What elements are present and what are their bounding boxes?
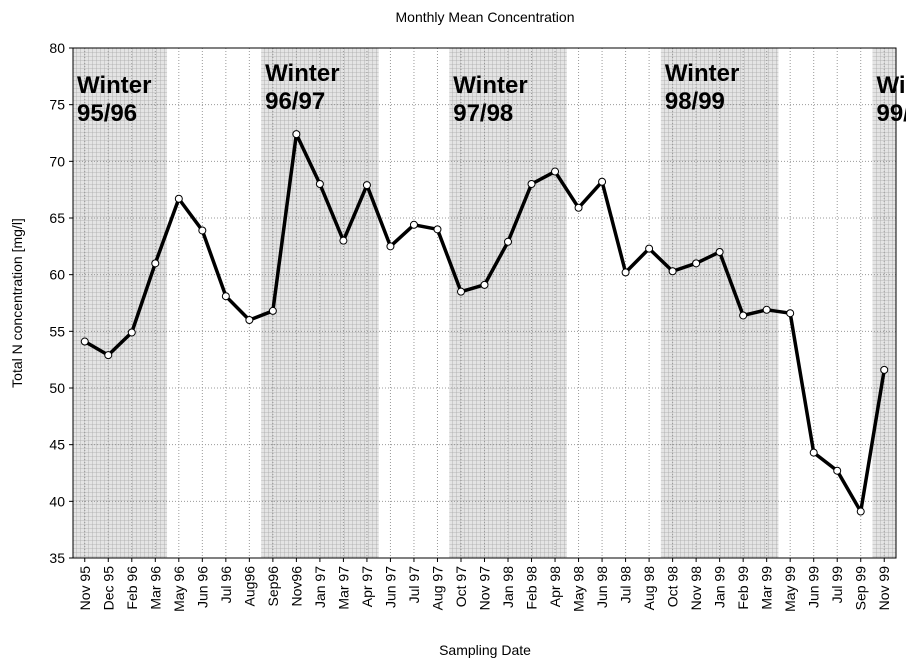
region-label: 95/96 [77,100,137,127]
x-tick-label: May 99 [782,566,798,612]
y-tick-label: 50 [49,380,65,396]
data-point [551,167,560,176]
y-tick-label: 45 [49,437,65,453]
y-tick-label: 60 [49,267,65,283]
region-label: 98/99 [665,88,725,115]
data-point [786,309,795,318]
data-point [80,337,89,346]
data-point [527,180,536,188]
x-tick-label: Jun 98 [594,566,610,608]
x-tick-label: May 96 [171,566,187,612]
x-tick-label: Sep96 [265,566,281,607]
data-point [598,177,607,186]
x-tick-label: Aug 97 [429,566,445,611]
region-label: Winter [265,60,339,87]
x-tick-label: Jan 99 [712,566,728,608]
x-tick-label: Jul 99 [829,566,845,604]
x-tick-label: Jun 99 [806,566,822,608]
data-point [315,180,324,188]
region-label: Winter [77,72,151,99]
data-point [362,181,371,190]
x-tick-label: Nov 98 [688,566,704,611]
y-tick-label: 55 [49,323,65,339]
data-point [833,466,842,475]
data-point [151,259,160,268]
x-tick-label: Feb 99 [735,566,751,610]
data-point [174,194,183,203]
y-tick-label: 35 [49,550,65,566]
x-tick-label: Feb 98 [524,566,540,610]
x-tick-label: Jul 96 [218,566,234,604]
x-tick-label: Nov 99 [876,566,892,611]
data-point [504,237,513,246]
data-point [739,311,748,320]
data-point [856,507,865,516]
data-point [104,351,113,360]
x-tick-label: Apr 97 [359,566,375,607]
y-tick-label: 70 [49,153,65,169]
region-label: 97/98 [453,100,513,127]
data-point [268,306,277,315]
x-tick-label: Feb 96 [124,566,140,610]
x-tick-label: Sep 99 [853,566,869,611]
y-tick-label: 75 [49,97,65,113]
chart-title: Monthly Mean Concentration [396,9,575,25]
x-tick-label: Nov96 [288,566,304,607]
data-point [809,448,818,457]
x-tick-label: Jan 97 [312,566,328,608]
data-point [762,305,771,314]
x-tick-label: Jun 96 [194,566,210,608]
x-tick-label: Mar 96 [147,566,163,610]
data-point [127,328,136,337]
data-point [292,130,301,139]
x-tick-label: Mar 97 [335,566,351,610]
data-point [386,242,395,251]
y-tick-label: 65 [49,210,65,226]
region-label: Winter [876,72,906,99]
data-point [692,259,701,268]
data-point [880,365,889,374]
winter-region [73,48,168,558]
x-tick-label: Jan 98 [500,566,516,608]
data-point [245,316,254,324]
data-point [409,220,418,229]
x-tick-label: Jul 97 [406,566,422,604]
data-point [198,226,207,235]
x-tick-label: Jul 98 [618,566,634,604]
data-point [456,287,465,296]
data-point [621,268,630,277]
x-tick-label: May 98 [571,566,587,612]
data-point [715,248,724,256]
region-label: 96/97 [265,88,325,115]
y-tick-label: 40 [49,493,65,509]
x-tick-label: Dec 95 [100,566,116,611]
y-tick-label: 80 [49,40,65,56]
data-point [645,244,654,253]
x-tick-label: Apr 98 [547,566,563,607]
x-axis-label: Sampling Date [439,642,531,658]
data-point [433,225,442,234]
x-tick-label: Oct 98 [665,566,681,607]
x-tick-label: Aug 98 [641,566,657,611]
x-tick-label: Oct 97 [453,566,469,607]
x-tick-label: Aug96 [241,566,257,607]
data-point [221,292,230,301]
region-label: Winter [453,72,527,99]
region-label: Winter [665,60,739,87]
x-tick-label: Nov 95 [77,566,93,611]
x-tick-label: Jun 97 [382,566,398,608]
data-point [480,280,489,289]
y-axis-label: Total N concentration [mg/l] [9,218,25,388]
data-point [574,203,583,212]
region-label: 99/00 [876,100,906,127]
data-point [339,236,348,245]
x-tick-label: Mar 99 [759,566,775,610]
data-point [668,267,677,276]
x-tick-label: Nov 97 [477,566,493,611]
